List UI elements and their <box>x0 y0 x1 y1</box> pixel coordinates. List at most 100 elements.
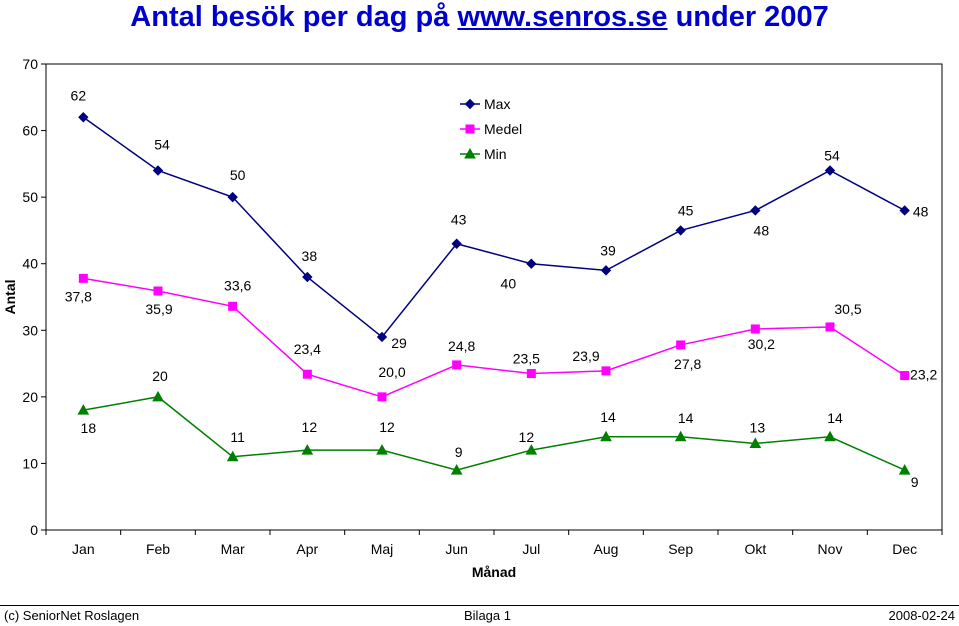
data-label-medel: 35,9 <box>145 301 172 317</box>
legend-item-min: Min <box>460 146 507 162</box>
x-tick-label: Maj <box>371 541 394 557</box>
x-tick-label: Apr <box>296 541 318 557</box>
data-point-max <box>451 238 462 249</box>
data-point-min <box>450 464 463 475</box>
data-label-min: 12 <box>519 429 535 445</box>
data-point-max <box>227 191 238 203</box>
series-line-max <box>82 116 906 338</box>
data-label-min: 12 <box>379 419 395 435</box>
data-point-medel <box>676 340 686 350</box>
series-medel <box>78 273 910 402</box>
title-link[interactable]: www.senros.se <box>457 1 668 33</box>
data-label-max: 43 <box>451 212 467 228</box>
data-label-medel: 23,2 <box>910 367 937 383</box>
data-point-medel <box>825 322 835 332</box>
data-point-min <box>600 430 612 442</box>
data-point-max <box>152 165 164 176</box>
data-point-medel <box>377 392 387 402</box>
x-axis-label: Månad <box>472 564 516 580</box>
legend-item-medel: Medel <box>460 121 522 137</box>
y-tick-label: 70 <box>22 56 38 72</box>
data-label-min: 14 <box>600 409 616 425</box>
legend-swatch-marker <box>464 98 476 110</box>
y-axis-label: Antal <box>2 280 18 315</box>
legend-swatch-marker <box>465 124 475 134</box>
series-line-min <box>83 396 905 471</box>
data-label-medel: 30,2 <box>748 336 775 352</box>
series-min <box>77 390 911 475</box>
data-label-max: 45 <box>678 202 694 218</box>
data-label-min: 9 <box>455 444 463 460</box>
data-point-max <box>824 165 836 176</box>
data-label-min: 18 <box>81 420 97 436</box>
x-tick-label: Okt <box>744 541 766 557</box>
data-label-min: 12 <box>302 419 318 435</box>
data-point-min <box>674 430 687 442</box>
footer-attachment: Bilaga 1 <box>464 608 511 623</box>
x-tick-label: Dec <box>892 541 917 557</box>
data-label-medel: 33,6 <box>224 277 251 293</box>
data-point-min <box>301 444 314 455</box>
data-label-medel: 23,9 <box>572 348 599 364</box>
data-point-max <box>376 331 388 343</box>
data-point-medel <box>78 273 88 283</box>
chart-title: Antal besök per dag på www.senros.se und… <box>0 0 959 44</box>
data-label-medel: 27,8 <box>674 356 701 372</box>
data-point-max <box>675 225 686 236</box>
data-labels: 62 54 50 38 29 43 40 39 45 48 54 48 37,8 35,9 33,6 23,4… <box>65 87 938 490</box>
line-chart: 0 10 20 30 40 50 60 70 Jan Feb Mar Apr Maj Jun Jul Aug… <box>2 56 943 580</box>
data-point-min <box>525 444 538 455</box>
y-tick-label: 60 <box>22 123 38 139</box>
data-point-min <box>77 404 90 415</box>
data-label-max: 54 <box>154 137 170 153</box>
data-point-medel <box>302 369 312 379</box>
y-tick-label: 40 <box>22 256 38 272</box>
data-point-min <box>824 430 836 442</box>
data-label-min: 11 <box>230 429 245 445</box>
data-label-min: 14 <box>827 410 843 426</box>
data-point-medel <box>452 360 462 370</box>
data-label-min: 20 <box>152 368 168 384</box>
legend-swatch-marker <box>464 147 476 159</box>
y-tick-label: 50 <box>22 189 38 205</box>
data-label-max: 54 <box>824 148 840 164</box>
x-tick-label: Feb <box>146 541 170 557</box>
data-point-medel <box>601 366 611 376</box>
data-label-max: 62 <box>71 87 87 103</box>
footer-date: 2008-02-24 <box>888 608 956 623</box>
x-tick-label: Sep <box>668 541 693 557</box>
footer-copyright: (c) SeniorNet Roslagen <box>4 608 140 623</box>
x-tick-label: Mar <box>221 541 245 557</box>
data-point-min <box>226 450 239 462</box>
data-point-medel <box>526 369 536 379</box>
data-point-medel <box>750 324 760 334</box>
data-label-max: 39 <box>600 242 616 258</box>
y-tick-label: 0 <box>30 522 38 538</box>
data-point-max <box>302 271 313 283</box>
x-tick-label: Jun <box>445 541 468 557</box>
title-prefix: Antal besök per dag på <box>130 1 458 33</box>
legend-label: Medel <box>484 121 522 137</box>
data-label-medel: 37,8 <box>65 288 92 304</box>
y-tick-label: 20 <box>22 389 38 405</box>
data-point-max <box>78 112 89 123</box>
data-point-max <box>899 205 910 216</box>
data-label-max: 50 <box>230 167 246 183</box>
data-label-medel: 23,4 <box>294 341 321 357</box>
x-axis: Jan Feb Mar Apr Maj Jun Jul Aug Sep Okt Nov Dec <box>45 530 943 557</box>
data-point-min <box>749 437 762 448</box>
data-label-max: 40 <box>501 276 517 292</box>
data-point-medel <box>153 286 163 296</box>
x-tick-label: Jan <box>72 541 95 557</box>
data-label-medel: 30,5 <box>834 301 861 317</box>
legend-item-max: Max <box>460 96 510 112</box>
data-label-max: 48 <box>913 203 929 219</box>
data-point-min <box>376 444 388 455</box>
data-label-max: 38 <box>302 248 318 264</box>
legend-label: Min <box>484 146 507 162</box>
data-label-min: 13 <box>750 419 766 435</box>
x-tick-label: Nov <box>818 541 843 557</box>
data-point-max <box>526 258 537 269</box>
data-label-min: 14 <box>678 410 694 426</box>
data-label-medel: 23,5 <box>513 351 540 367</box>
